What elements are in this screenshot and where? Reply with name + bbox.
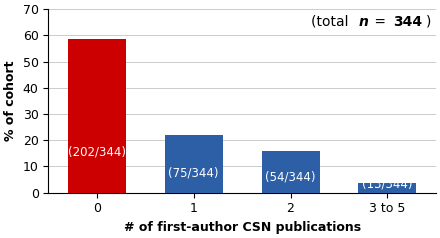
Text: (total: (total [311, 15, 353, 29]
Text: 344: 344 [393, 15, 422, 29]
X-axis label: # of first-author CSN publications: # of first-author CSN publications [124, 221, 361, 234]
Text: (13/344): (13/344) [362, 177, 413, 190]
Bar [261, 151, 319, 193]
Text: (202/344): (202/344) [68, 146, 126, 159]
Text: (54/344): (54/344) [265, 170, 316, 183]
Text: =: = [370, 15, 390, 29]
Text: n: n [359, 15, 368, 29]
Bar [68, 39, 126, 193]
Text: (75/344): (75/344) [169, 167, 219, 180]
Bar [358, 183, 417, 193]
Text: ): ) [426, 15, 431, 29]
Y-axis label: % of cohort: % of cohort [4, 61, 17, 141]
Bar [165, 135, 223, 193]
